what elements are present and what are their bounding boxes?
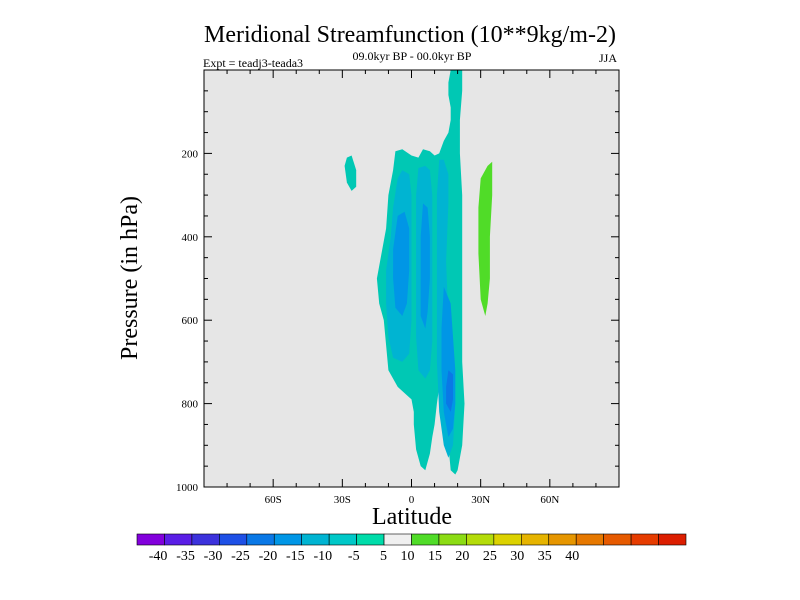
colorbar-label: -5 [348, 549, 360, 564]
y-axis-label: Pressure (in hPa) [117, 196, 143, 360]
experiment-label: Expt = teadj3-teada3 [203, 56, 303, 70]
contour-east-25-core [446, 370, 453, 412]
y-tick-label: 800 [182, 399, 199, 411]
colorbar-swatch [630, 533, 659, 546]
contour-nh-positive-blob [478, 161, 493, 316]
colorbar-swatch [328, 533, 357, 546]
colorbar-label: 30 [510, 549, 524, 564]
colorbar-swatch [136, 533, 165, 546]
colorbar-swatch [603, 533, 632, 546]
colorbar-label: 5 [380, 549, 387, 564]
colorbar-label: -40 [149, 549, 168, 564]
colorbar-label: 20 [455, 549, 469, 564]
colorbar-swatch [658, 533, 687, 546]
chart-title: Meridional Streamfunction (10**9kg/m-2) [204, 22, 616, 48]
colorbar-label: -10 [313, 549, 332, 564]
contour-fill-layer [344, 70, 493, 475]
y-tick-label: 400 [182, 232, 199, 244]
colorbar-swatch [301, 533, 330, 546]
colorbar-swatch [219, 533, 248, 546]
colorbar-swatch [548, 533, 577, 546]
time-range-label: 09.0kyr BP - 00.0kyr BP [353, 49, 472, 63]
colorbar-label: 10 [401, 549, 415, 564]
colorbar-label: -25 [231, 549, 250, 564]
colorbar-swatch [164, 533, 193, 546]
season-label: JJA [599, 51, 617, 65]
colorbar-swatch [356, 533, 385, 546]
colorbar-swatch [273, 533, 303, 546]
x-tick-label: 30N [471, 494, 490, 506]
y-tick-label: 200 [182, 148, 199, 160]
axis-ticks: 60S 30S 0 30N 60N 200 400 600 800 1000 [176, 70, 619, 506]
contour-west-20-core [393, 211, 410, 316]
colorbar-label: -20 [259, 549, 278, 564]
x-tick-label: 60N [540, 494, 559, 506]
colorbar-swatch [493, 533, 522, 546]
colorbar-swatch [383, 533, 412, 546]
colorbar-label: -30 [204, 549, 223, 564]
colorbar-label: 15 [428, 549, 442, 564]
colorbar-swatch [246, 533, 275, 546]
colorbar-swatch [438, 533, 467, 546]
x-tick-label: 0 [409, 494, 415, 506]
colorbar-label: -15 [286, 549, 305, 564]
x-axis-label: Latitude [372, 504, 452, 530]
colorbar-label: 40 [565, 549, 579, 564]
colorbar-label: -35 [176, 549, 195, 564]
colorbar: -40 -35 -30 -25 -20 -15 -10 -5 5 10 15 20 25 30 35 40 [136, 533, 687, 564]
colorbar-swatch [520, 533, 550, 546]
contour-central-20-core [420, 203, 430, 329]
y-tick-label: 600 [182, 315, 199, 327]
colorbar-swatch [575, 533, 604, 546]
y-tick-label: 1000 [176, 482, 199, 494]
colorbar-label: 35 [538, 549, 552, 564]
x-tick-label: 60S [265, 494, 282, 506]
colorbar-label: 25 [483, 549, 497, 564]
contour-sh-upper-blob [344, 155, 357, 191]
colorbar-swatch [411, 533, 440, 546]
colorbar-swatch [466, 533, 495, 546]
x-tick-label: 30S [334, 494, 351, 506]
colorbar-swatch [191, 533, 220, 546]
